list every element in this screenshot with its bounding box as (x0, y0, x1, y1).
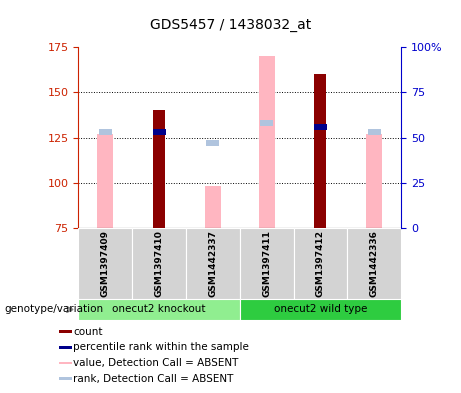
Bar (259, 56, 275, 228)
Bar (78, 228, 132, 299)
Bar (59, 346, 71, 349)
Bar (186, 228, 240, 299)
Text: GSM1397411: GSM1397411 (262, 230, 271, 297)
Bar (153, 129, 165, 135)
Bar (368, 129, 381, 135)
Bar (97, 134, 113, 228)
Bar (99, 129, 112, 135)
Bar (153, 110, 165, 228)
Bar (240, 228, 294, 299)
Bar (366, 134, 382, 228)
Bar (294, 228, 347, 299)
Bar (59, 377, 71, 380)
Text: onecut2 wild type: onecut2 wild type (274, 305, 367, 314)
Bar (207, 140, 219, 146)
Bar (260, 120, 273, 126)
Text: count: count (73, 327, 103, 337)
Bar (78, 299, 240, 320)
Text: rank, Detection Call = ABSENT: rank, Detection Call = ABSENT (73, 374, 234, 384)
Text: GSM1397412: GSM1397412 (316, 230, 325, 297)
Bar (314, 74, 326, 228)
Text: percentile rank within the sample: percentile rank within the sample (73, 342, 249, 353)
Bar (59, 330, 71, 333)
Bar (205, 186, 221, 228)
Text: GSM1442336: GSM1442336 (370, 230, 378, 297)
Bar (240, 299, 401, 320)
Bar (132, 228, 186, 299)
Bar (347, 228, 401, 299)
Text: value, Detection Call = ABSENT: value, Detection Call = ABSENT (73, 358, 239, 368)
Text: onecut2 knockout: onecut2 knockout (112, 305, 206, 314)
Bar (314, 123, 327, 130)
Text: GSM1397410: GSM1397410 (154, 230, 164, 297)
Text: genotype/variation: genotype/variation (5, 305, 104, 314)
Text: GDS5457 / 1438032_at: GDS5457 / 1438032_at (150, 18, 311, 32)
Bar (153, 129, 165, 135)
Text: GSM1397409: GSM1397409 (101, 230, 110, 297)
Text: GSM1442337: GSM1442337 (208, 230, 217, 297)
Bar (59, 362, 71, 364)
